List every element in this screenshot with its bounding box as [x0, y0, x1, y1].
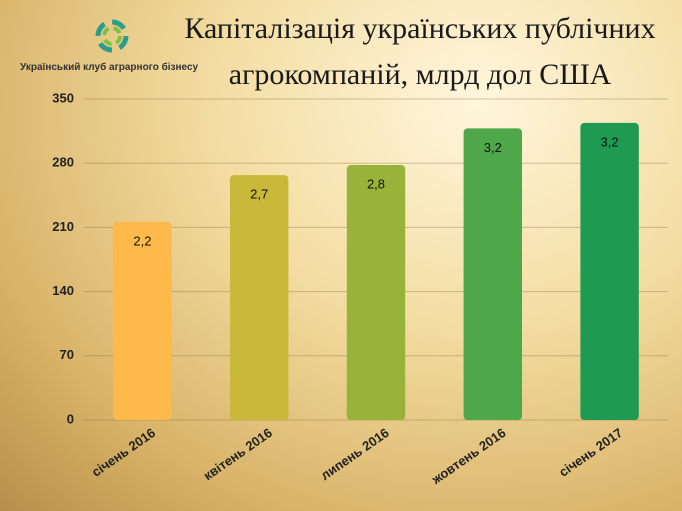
x-tick-label: квітень 2016 — [201, 425, 275, 483]
y-tick-label: 140 — [52, 283, 74, 298]
bar — [346, 165, 406, 420]
bar — [230, 175, 289, 420]
value-label: 2,7 — [250, 187, 268, 202]
logo-text: Український клуб аграрного бізнесу — [20, 62, 199, 73]
value-label: 2,2 — [133, 233, 151, 248]
y-tick-label: 70 — [60, 347, 74, 362]
y-tick-label: 210 — [52, 219, 74, 234]
bar — [580, 122, 639, 421]
value-label: 3,2 — [601, 134, 619, 149]
x-tick-label: січень 2017 — [556, 425, 625, 480]
y-tick-label: 350 — [52, 90, 74, 105]
logo-icon — [95, 19, 129, 53]
y-tick-label: 0 — [67, 411, 74, 426]
value-label: 2,8 — [367, 176, 385, 191]
x-tick-label: липень 2016 — [318, 425, 392, 483]
y-tick-label: 280 — [52, 155, 74, 170]
x-tick-label: січень 2016 — [89, 425, 158, 480]
value-label: 3,2 — [484, 140, 502, 155]
bar — [113, 221, 172, 420]
chart-title: Капіталізація українських публічних агро… — [184, 12, 656, 91]
bar — [463, 128, 522, 420]
x-tick-label: жовтень 2016 — [428, 425, 508, 488]
